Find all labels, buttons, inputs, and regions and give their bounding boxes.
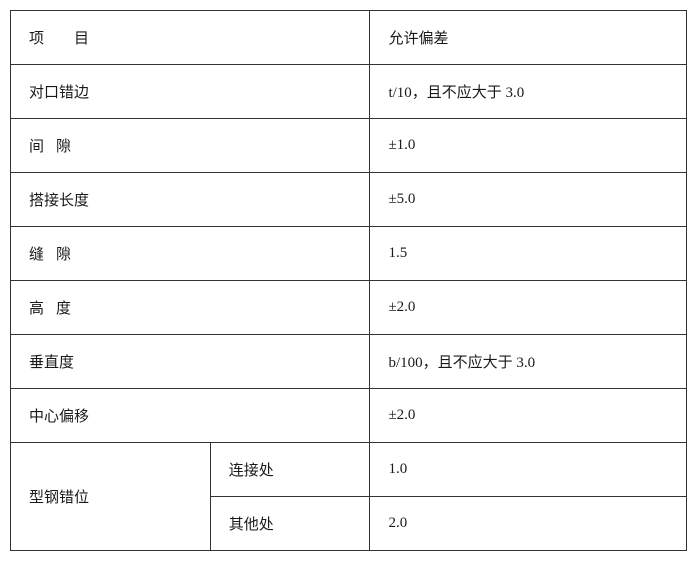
row-value: 2.0 <box>370 497 687 551</box>
row-label: 缝隙 <box>11 227 370 281</box>
row-value: 1.0 <box>370 443 687 497</box>
table-row: 中心偏移 ±2.0 <box>11 389 687 443</box>
row-value: b/100，且不应大于 3.0 <box>370 335 687 389</box>
header-label-part-a: 项 <box>29 31 44 47</box>
row-label: 垂直度 <box>11 335 370 389</box>
row-label: 对口错边 <box>11 65 370 119</box>
header-label-part-b: 目 <box>74 31 89 47</box>
tolerance-table-container: 项目 允许偏差 对口错边 t/10，且不应大于 3.0 间隙 ±1.0 搭接长度… <box>10 10 687 551</box>
table-row-group: 型钢错位 连接处 1.0 <box>11 443 687 497</box>
group-sub-label: 连接处 <box>210 443 370 497</box>
row-label: 搭接长度 <box>11 173 370 227</box>
row-label-part-a: 高 <box>29 301 44 317</box>
header-cell-tolerance: 允许偏差 <box>370 11 687 65</box>
group-sub-label: 其他处 <box>210 497 370 551</box>
row-label-part-b: 隙 <box>56 139 71 155</box>
table-row: 高度 ±2.0 <box>11 281 687 335</box>
row-value: 1.5 <box>370 227 687 281</box>
table-row: 垂直度 b/100，且不应大于 3.0 <box>11 335 687 389</box>
row-value: ±5.0 <box>370 173 687 227</box>
table-row: 缝隙 1.5 <box>11 227 687 281</box>
row-label: 中心偏移 <box>11 389 370 443</box>
row-label-part-b: 度 <box>56 301 71 317</box>
table-header-row: 项目 允许偏差 <box>11 11 687 65</box>
table-row: 搭接长度 ±5.0 <box>11 173 687 227</box>
group-label: 型钢错位 <box>11 443 211 551</box>
row-label-part-b: 隙 <box>56 247 71 263</box>
row-label: 间隙 <box>11 119 370 173</box>
row-value: ±2.0 <box>370 281 687 335</box>
tolerance-table: 项目 允许偏差 对口错边 t/10，且不应大于 3.0 间隙 ±1.0 搭接长度… <box>10 10 687 551</box>
table-row: 对口错边 t/10，且不应大于 3.0 <box>11 65 687 119</box>
row-value: ±1.0 <box>370 119 687 173</box>
table-row: 间隙 ±1.0 <box>11 119 687 173</box>
row-label: 高度 <box>11 281 370 335</box>
row-value: t/10，且不应大于 3.0 <box>370 65 687 119</box>
row-value: ±2.0 <box>370 389 687 443</box>
row-label-part-a: 缝 <box>29 247 44 263</box>
header-cell-item: 项目 <box>11 11 370 65</box>
row-label-part-a: 间 <box>29 139 44 155</box>
